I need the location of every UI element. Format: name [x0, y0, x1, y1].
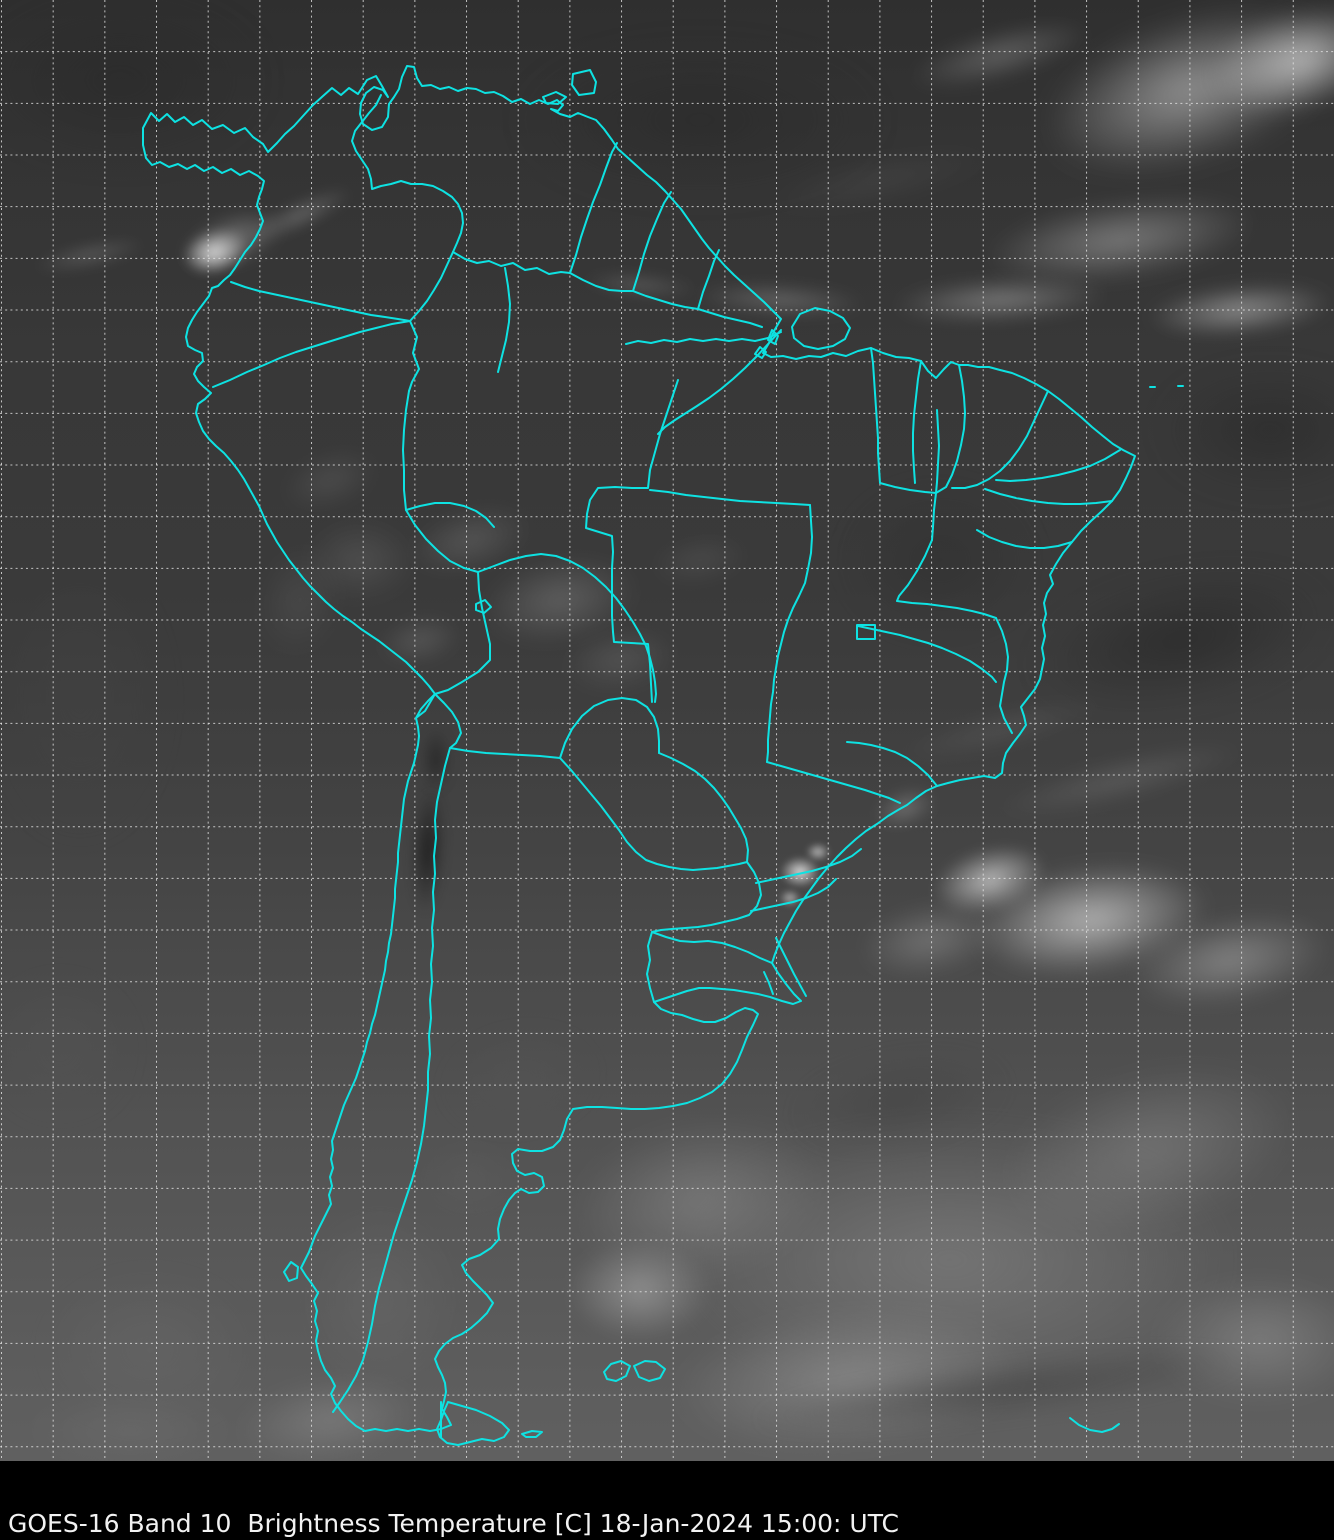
cloud-blob — [810, 460, 1070, 660]
map-border-path — [791, 307, 851, 350]
map-border-path — [452, 251, 571, 275]
map-border-path — [332, 747, 451, 1413]
map-border-path — [625, 331, 782, 345]
map-border-path — [767, 329, 779, 345]
map-border-path — [763, 971, 774, 995]
map-border-path — [912, 360, 922, 484]
map-border-path — [651, 931, 773, 964]
map-border-path — [542, 91, 567, 105]
cloud-blob — [280, 500, 440, 620]
cloud-blob — [0, 500, 200, 900]
cloud-blob — [0, 1380, 280, 1461]
map-border-path — [477, 553, 657, 703]
map-border-path — [449, 747, 561, 759]
map-border-path — [697, 308, 763, 328]
map-border-path — [870, 347, 937, 494]
map-border-path — [984, 488, 1113, 505]
map-border-path — [402, 390, 479, 573]
map-border-path — [995, 617, 1013, 734]
map-border-path — [632, 191, 672, 292]
cloud-blob — [0, 950, 160, 1150]
cloud-blob — [801, 839, 835, 865]
map-border-path — [976, 529, 1073, 549]
map-border-path — [766, 504, 813, 763]
map-border-path — [408, 320, 420, 392]
map-border-path — [896, 600, 997, 619]
cloud-blob — [0, 1240, 300, 1460]
caption-text: GOES-16 Band 10 Brightness Temperature [… — [8, 1509, 899, 1538]
cloud-blob — [416, 715, 456, 805]
map-border-path — [569, 142, 618, 274]
map-border-path — [559, 697, 660, 759]
map-border-path — [436, 1401, 510, 1446]
satellite-image — [0, 0, 1334, 1461]
map-border-path — [755, 848, 862, 884]
map-border-path — [649, 489, 811, 506]
map-border-path — [351, 94, 464, 253]
map-border-path — [857, 625, 997, 683]
map-border-path — [434, 693, 462, 749]
map-border-path — [657, 329, 782, 435]
cloud-blob — [540, 1220, 740, 1360]
map-border-path — [951, 390, 1049, 489]
map-border-path — [142, 65, 1136, 1432]
map-border-path — [846, 741, 938, 787]
map-border-path — [1069, 1417, 1120, 1433]
map-border-path — [585, 379, 679, 703]
country-borders-overlay — [142, 65, 1184, 1446]
map-border-path — [856, 624, 876, 640]
map-border-path — [497, 267, 511, 373]
map-border-path — [571, 69, 597, 96]
map-border-path — [896, 539, 933, 602]
map-border-path — [658, 752, 749, 863]
map-border-path — [746, 861, 762, 916]
map-border-path — [569, 272, 634, 292]
map-border-path — [230, 281, 411, 322]
caption-bar: GOES-16 Band 10 Brightness Temperature [… — [0, 1461, 1334, 1540]
map-border-path — [995, 449, 1121, 482]
map-border-path — [646, 914, 750, 1003]
map-border-path — [931, 409, 940, 541]
map-border-path — [775, 937, 807, 997]
map-border-path — [754, 346, 767, 359]
map-border-path — [559, 757, 748, 871]
map-border-path — [750, 878, 837, 912]
map-border-path — [415, 693, 436, 719]
map-border-path — [283, 1261, 299, 1282]
latlon-grid — [0, 0, 1334, 1461]
map-border-path — [935, 364, 966, 494]
map-border-path — [521, 1430, 543, 1438]
map-border-path — [434, 571, 491, 695]
cloud-blob — [450, 20, 950, 220]
map-border-path — [697, 249, 720, 310]
map-border-path — [212, 320, 411, 388]
map-border-path — [409, 251, 454, 322]
map-border-path — [766, 761, 901, 804]
cloud-layer — [0, 0, 1334, 1461]
map-border-path — [475, 599, 492, 614]
map-border-path — [405, 502, 495, 528]
map-border-path — [632, 290, 699, 310]
map-border-path — [603, 1360, 631, 1382]
map-border-path — [633, 1360, 666, 1382]
